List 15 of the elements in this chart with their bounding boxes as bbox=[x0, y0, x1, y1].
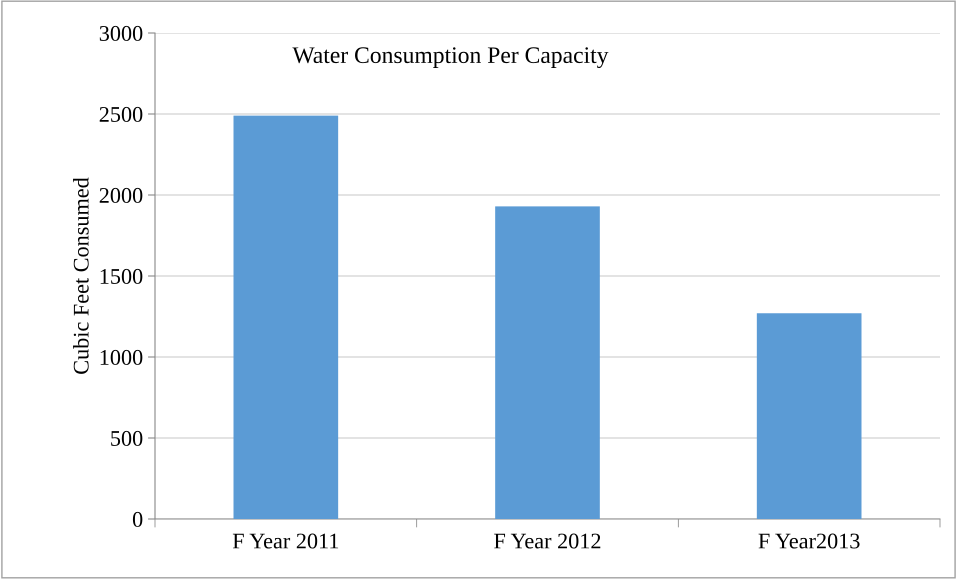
y-tick-label: 1000 bbox=[100, 350, 142, 365]
y-axis-title: Cubic Feet Consumed bbox=[73, 178, 89, 374]
y-tick-label: 3000 bbox=[100, 26, 142, 41]
bar bbox=[756, 313, 862, 519]
y-tick-label: 500 bbox=[111, 430, 142, 446]
x-tick-label: F Year 2011 bbox=[232, 534, 338, 549]
y-tick-label: 2000 bbox=[100, 188, 142, 203]
bar bbox=[234, 116, 338, 519]
y-tick-label: 0 bbox=[132, 512, 142, 527]
x-tick-label: F Year 2012 bbox=[494, 534, 600, 549]
bar bbox=[495, 206, 600, 519]
y-tick-label: 1500 bbox=[100, 268, 142, 284]
text: Water Consumption Per Capacity bbox=[292, 47, 608, 68]
y-tick-label: 2500 bbox=[100, 106, 142, 122]
x-tick-label: F Year2013 bbox=[758, 534, 860, 549]
